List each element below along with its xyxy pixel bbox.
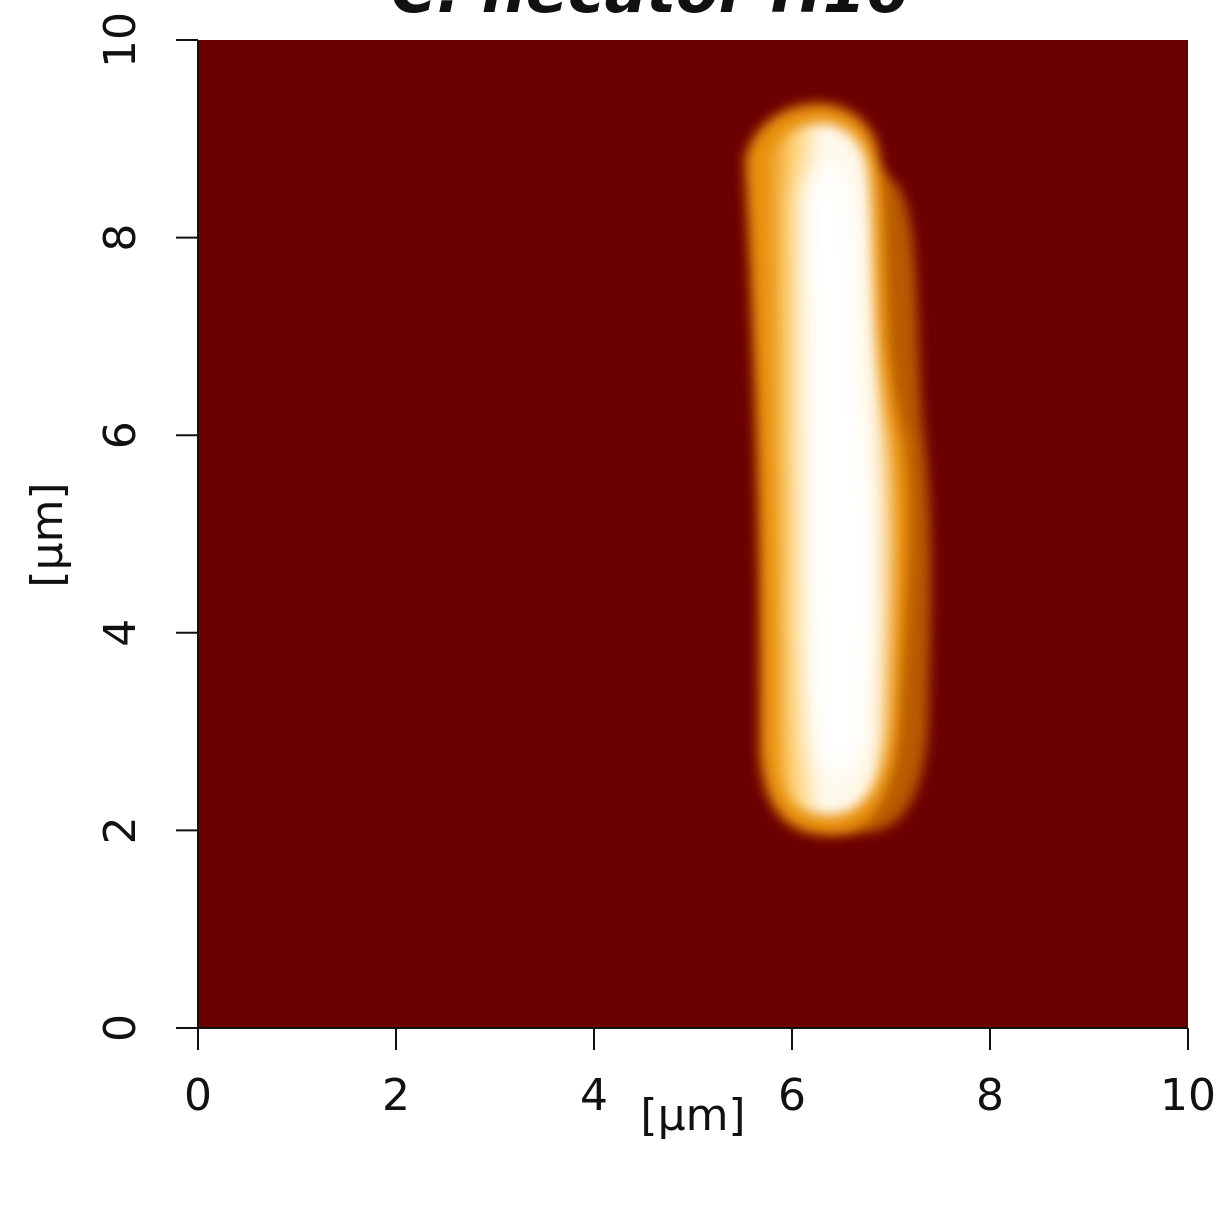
x-tick-label: 4 [580,1070,608,1121]
chart-title: C. necator H16 [391,0,909,27]
axes [197,40,1188,1029]
y-tick-label: 8 [95,224,146,252]
image-background [198,40,1188,1028]
y-tick-label: 2 [95,816,146,844]
x-tick-label: 8 [976,1070,1004,1121]
x-tick-label: 10 [1160,1070,1216,1121]
y-tick-label: 6 [95,421,146,449]
x-axis-label: [μm] [640,1090,745,1141]
y-tick-label: 4 [95,619,146,647]
y-axis-label: [μm] [22,482,73,587]
x-tick-label: 6 [778,1070,806,1121]
x-tick-label: 0 [184,1070,212,1121]
y-tick-label: 0 [95,1014,146,1042]
bacterium [745,103,931,836]
y-tick-label: 10 [95,12,146,68]
x-tick-label: 2 [382,1070,410,1121]
